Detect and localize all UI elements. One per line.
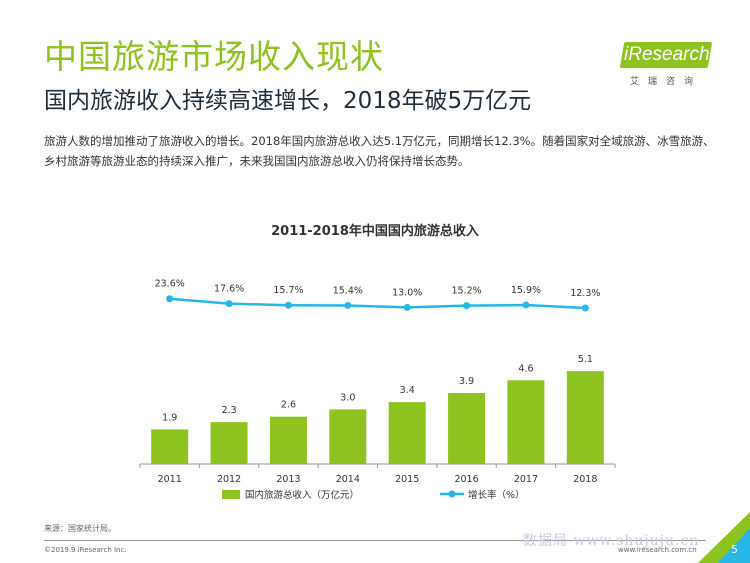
page-title: 中国旅游市场收入现状 bbox=[44, 37, 384, 76]
growth-label-2013: 15.7% bbox=[273, 285, 303, 296]
x-tick-label-2013: 2013 bbox=[276, 474, 300, 485]
x-tick-label-2014: 2014 bbox=[336, 474, 360, 485]
x-tick-label-2016: 2016 bbox=[454, 474, 478, 485]
chart-title: 2011-2018年中国国内旅游总收入 bbox=[271, 224, 479, 239]
legend-line-marker bbox=[448, 490, 456, 498]
logo-brand: iResearch bbox=[624, 44, 710, 65]
growth-point-2016 bbox=[463, 302, 471, 310]
bar-label-2017: 4.6 bbox=[518, 363, 533, 374]
bar-label-2013: 2.6 bbox=[281, 400, 296, 411]
growth-label-2015: 13.0% bbox=[392, 287, 422, 298]
bar-label-2016: 3.9 bbox=[459, 376, 474, 387]
corner-decoration bbox=[698, 512, 750, 563]
website-url: www.iresearch.com.cn bbox=[618, 546, 697, 554]
bar-2011 bbox=[151, 429, 189, 464]
logo-tagline: 艾瑞咨询 bbox=[629, 77, 702, 87]
bar-label-2018: 5.1 bbox=[578, 354, 593, 365]
bar-label-2012: 2.3 bbox=[222, 405, 237, 416]
page-subtitle: 国内旅游收入持续高速增长，2018年破5万亿元 bbox=[44, 88, 532, 114]
x-tick-label-2018: 2018 bbox=[573, 474, 597, 485]
growth-point-2011 bbox=[166, 295, 174, 303]
x-tick-label-2015: 2015 bbox=[395, 474, 419, 485]
x-tick-label-2017: 2017 bbox=[514, 474, 538, 485]
growth-label-2014: 15.4% bbox=[333, 285, 363, 296]
revenue-chart: 1.9 2.3 2.6 3.0 3.4 3.9 4.6 5.1 2011 2012 2013 2014… bbox=[139, 279, 616, 501]
x-tick-label-2011: 2011 bbox=[158, 474, 182, 485]
bar-2013 bbox=[269, 416, 307, 464]
legend-line-label: 增长率（%） bbox=[468, 489, 525, 501]
growth-point-2013 bbox=[284, 301, 292, 309]
bar-label-2014: 3.0 bbox=[340, 392, 355, 403]
copyright: ©2019.9 iResearch Inc. bbox=[44, 546, 127, 554]
legend-bar-label: 国内旅游总收入（万亿元） bbox=[245, 489, 359, 501]
bar-label-2011: 1.9 bbox=[162, 412, 177, 423]
growth-label-2018: 12.3% bbox=[570, 288, 600, 299]
x-tick-label-2012: 2012 bbox=[217, 474, 241, 485]
iresearch-logo: iResearch 艾瑞咨询 bbox=[618, 42, 714, 90]
legend-bar-swatch bbox=[222, 490, 240, 499]
bar-2018 bbox=[566, 371, 604, 464]
growth-point-2014 bbox=[344, 301, 352, 309]
bar-2012 bbox=[210, 422, 248, 464]
watermark: 数据局 www.shujuju.cn bbox=[523, 533, 700, 549]
bar-2016 bbox=[448, 393, 486, 464]
bar-2015 bbox=[388, 402, 426, 464]
growth-point-2012 bbox=[225, 300, 233, 308]
growth-label-2016: 15.2% bbox=[451, 286, 481, 297]
page-description: 旅游人数的增加推动了旅游收入的增长。2018年国内旅游总收入达5.1万亿元，同期… bbox=[44, 134, 715, 168]
bar-2017 bbox=[507, 380, 545, 464]
growth-label-2012: 17.6% bbox=[214, 284, 244, 295]
bar-2014 bbox=[329, 409, 367, 464]
growth-point-2018 bbox=[581, 304, 589, 312]
page-number: 5 bbox=[731, 543, 738, 556]
growth-rate-line bbox=[169, 297, 586, 310]
growth-label-2011: 23.6% bbox=[155, 279, 185, 290]
growth-label-2017: 15.9% bbox=[511, 285, 541, 296]
growth-point-2017 bbox=[522, 301, 530, 309]
bar-label-2015: 3.4 bbox=[400, 385, 415, 396]
growth-point-2015 bbox=[403, 303, 411, 311]
footer-divider bbox=[44, 540, 706, 541]
source-note: 来源：国家统计局。 bbox=[44, 524, 116, 533]
